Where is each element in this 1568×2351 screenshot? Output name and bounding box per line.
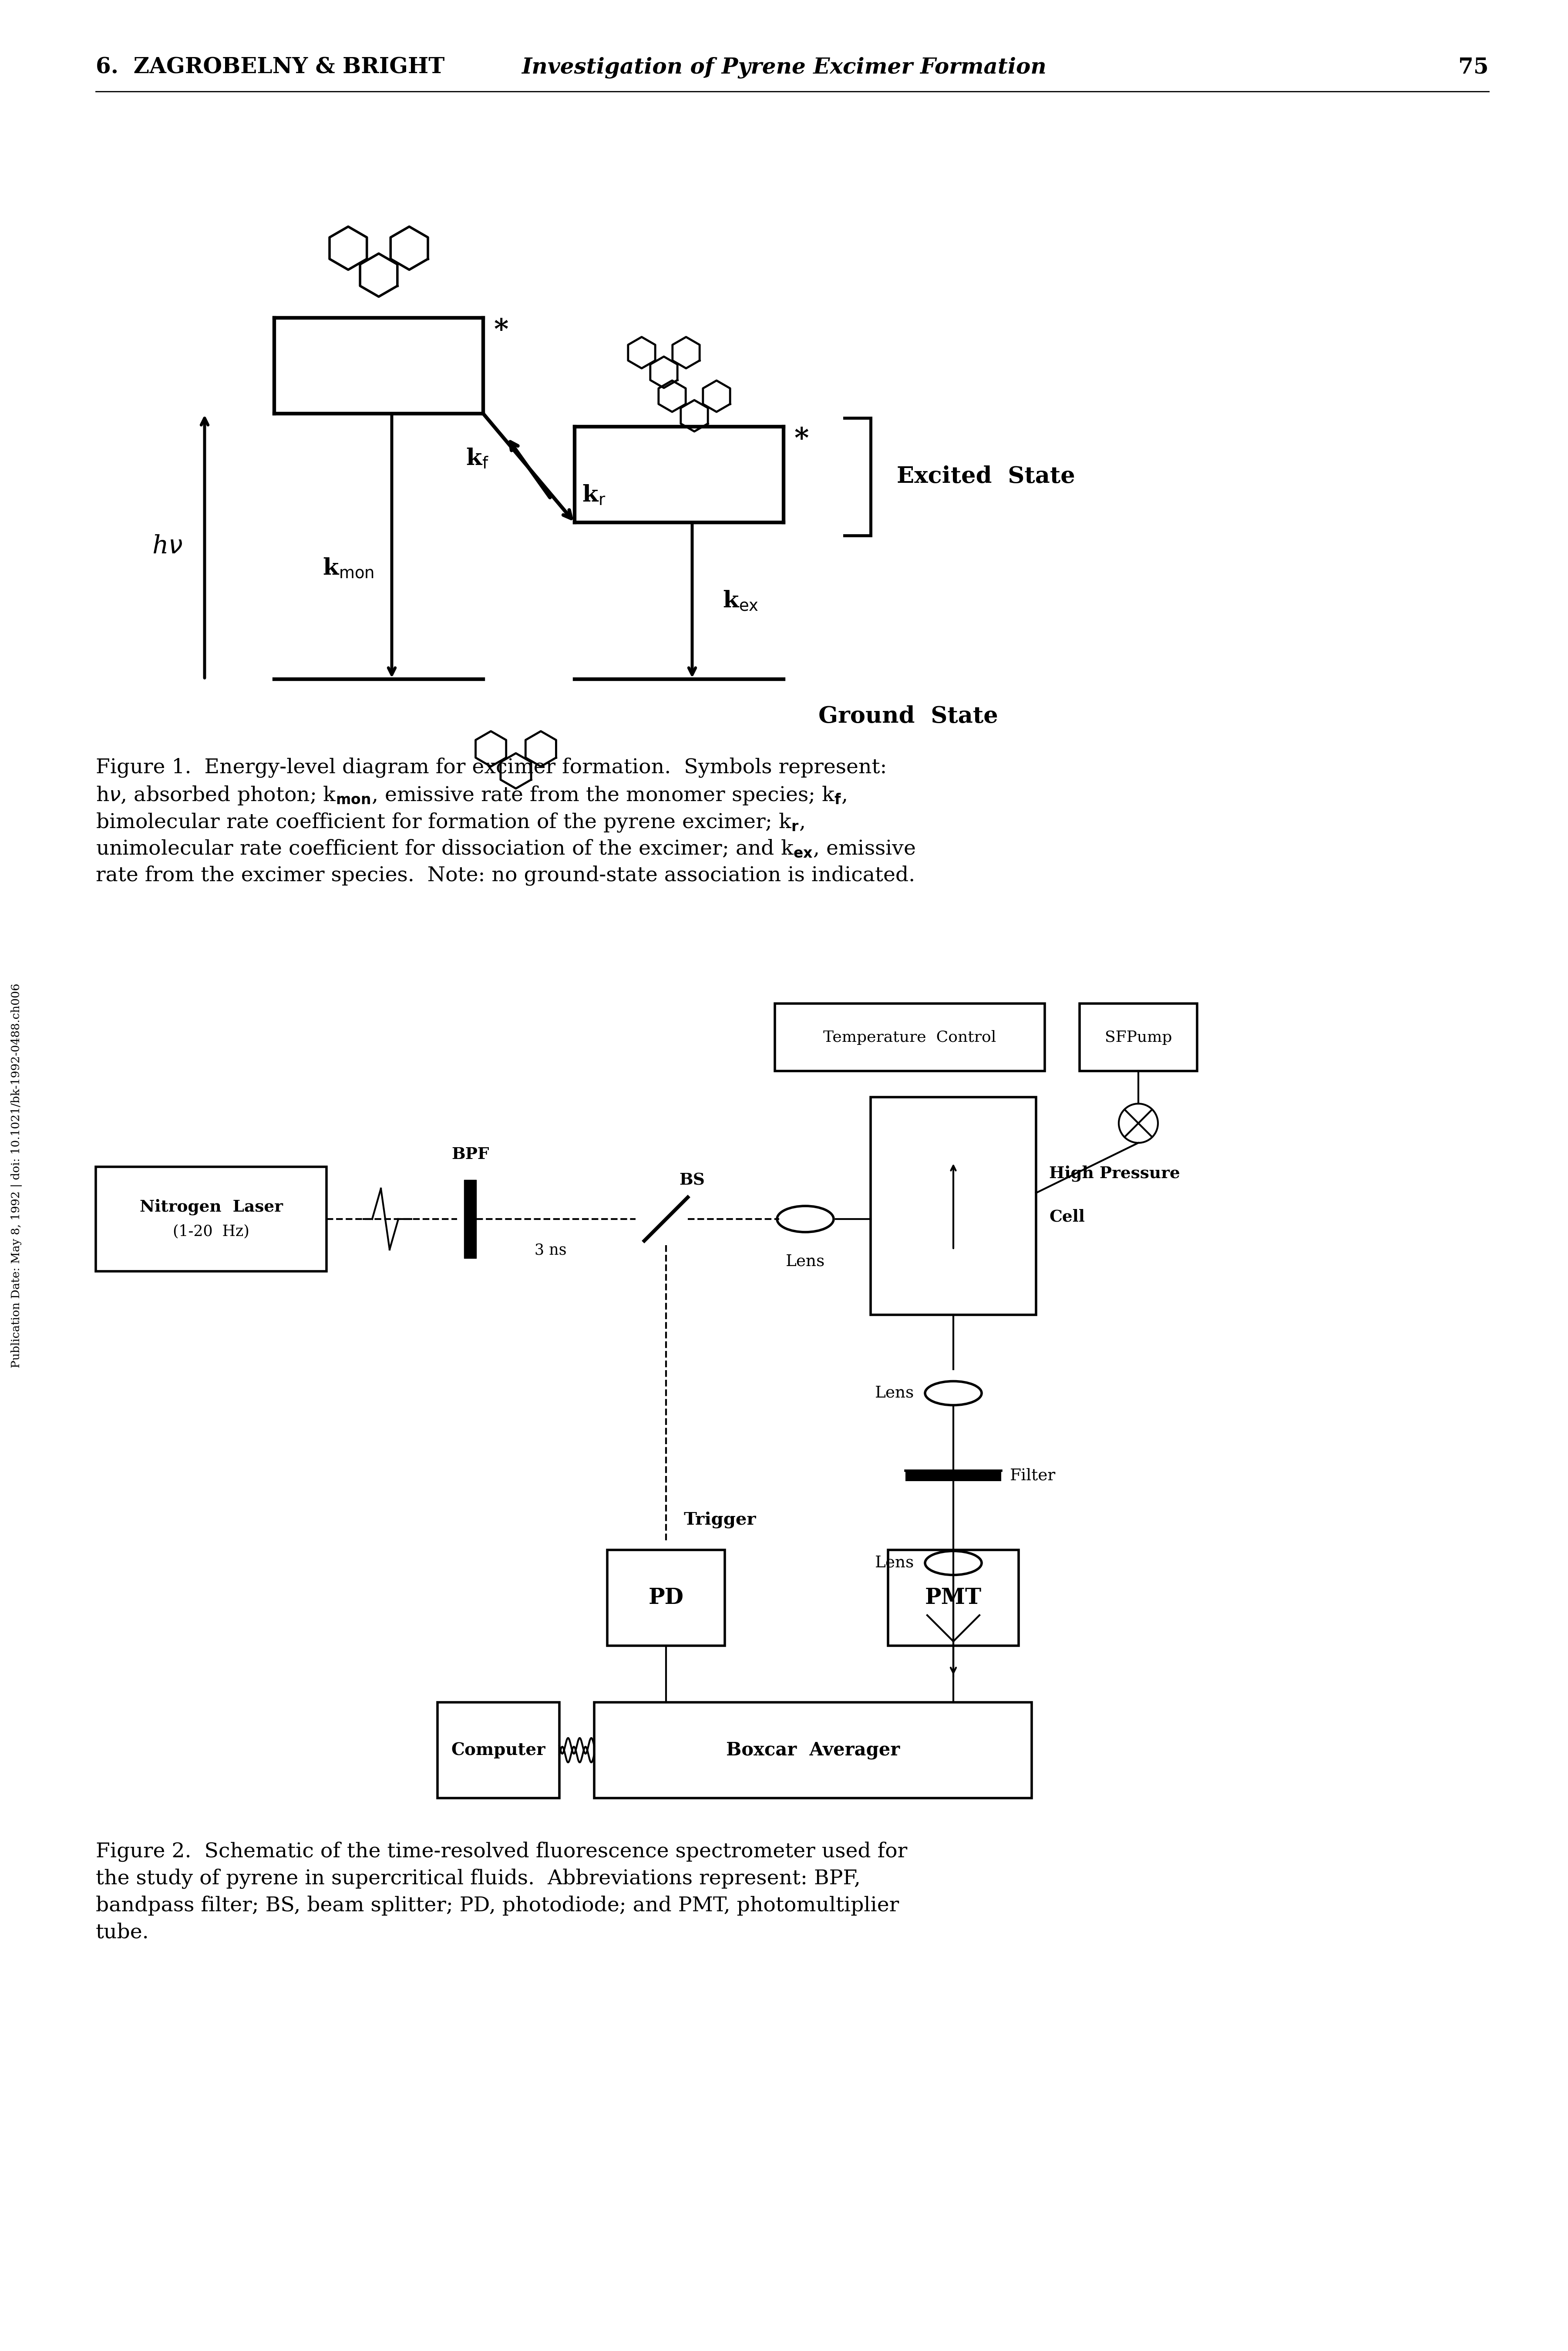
Bar bbox=[437, 1702, 560, 1799]
Text: BS: BS bbox=[679, 1173, 704, 1190]
Text: Investigation of Pyrene Excimer Formation: Investigation of Pyrene Excimer Formatio… bbox=[522, 56, 1046, 78]
Text: Lens: Lens bbox=[875, 1554, 914, 1570]
Text: bandpass filter; BS, beam splitter; PD, photodiode; and PMT, photomultiplier: bandpass filter; BS, beam splitter; PD, … bbox=[96, 1895, 898, 1916]
Bar bbox=[96, 1166, 326, 1272]
Text: k$_{\mathrm{ex}}$: k$_{\mathrm{ex}}$ bbox=[723, 590, 759, 611]
Text: (1-20  Hz): (1-20 Hz) bbox=[172, 1225, 249, 1239]
Bar bbox=[1080, 1004, 1196, 1072]
Text: SFPump: SFPump bbox=[1105, 1030, 1171, 1044]
Text: *: * bbox=[795, 426, 809, 454]
Text: Trigger: Trigger bbox=[684, 1512, 756, 1528]
Text: the study of pyrene in supercritical fluids.  Abbreviations represent: BPF,: the study of pyrene in supercritical flu… bbox=[96, 1869, 861, 1888]
Text: Temperature  Control: Temperature Control bbox=[823, 1030, 996, 1044]
Text: h$\nu$, absorbed photon; k$_{\mathbf{mon}}$, emissive rate from the monomer spec: h$\nu$, absorbed photon; k$_{\mathbf{mon… bbox=[96, 785, 847, 806]
Text: Boxcar  Averager: Boxcar Averager bbox=[726, 1742, 900, 1759]
Text: High Pressure: High Pressure bbox=[1049, 1166, 1181, 1183]
Text: Excited  State: Excited State bbox=[897, 465, 1076, 489]
Text: h$\nu$: h$\nu$ bbox=[152, 534, 183, 560]
Text: Figure 2.  Schematic of the time-resolved fluorescence spectrometer used for: Figure 2. Schematic of the time-resolved… bbox=[96, 1841, 908, 1862]
Text: 6.  ZAGROBELNY & BRIGHT: 6. ZAGROBELNY & BRIGHT bbox=[96, 56, 445, 78]
Text: unimolecular rate coefficient for dissociation of the excimer; and k$_{\mathbf{e: unimolecular rate coefficient for dissoc… bbox=[96, 839, 916, 858]
Text: Publication Date: May 8, 1992 | doi: 10.1021/bk-1992-0488.ch006: Publication Date: May 8, 1992 | doi: 10.… bbox=[11, 983, 22, 1368]
Text: bimolecular rate coefficient for formation of the pyrene excimer; k$_{\mathbf{r}: bimolecular rate coefficient for formati… bbox=[96, 811, 804, 832]
Text: Computer: Computer bbox=[452, 1742, 546, 1759]
Bar bbox=[594, 1702, 1032, 1799]
Bar bbox=[775, 1004, 1044, 1072]
Bar bbox=[464, 1180, 477, 1258]
Text: Ground  State: Ground State bbox=[818, 705, 999, 726]
Text: Filter: Filter bbox=[1010, 1467, 1055, 1483]
Text: Lens: Lens bbox=[786, 1253, 825, 1270]
Text: k$_\mathrm{f}$: k$_\mathrm{f}$ bbox=[466, 447, 489, 470]
Text: BPF: BPF bbox=[452, 1147, 489, 1161]
Text: *: * bbox=[494, 317, 508, 343]
Text: PD: PD bbox=[649, 1587, 684, 1608]
Text: rate from the excimer species.  Note: no ground-state association is indicated.: rate from the excimer species. Note: no … bbox=[96, 865, 916, 886]
Text: k$_{\mathrm{mon}}$: k$_{\mathrm{mon}}$ bbox=[323, 557, 373, 581]
Text: PMT: PMT bbox=[925, 1587, 982, 1608]
Text: Lens: Lens bbox=[875, 1385, 914, 1401]
Text: Figure 1.  Energy-level diagram for excimer formation.  Symbols represent:: Figure 1. Energy-level diagram for excim… bbox=[96, 757, 887, 778]
Text: tube.: tube. bbox=[96, 1923, 149, 1942]
Text: 3 ns: 3 ns bbox=[535, 1244, 566, 1258]
Bar bbox=[607, 1549, 724, 1646]
Bar bbox=[887, 1549, 1019, 1646]
Text: 75: 75 bbox=[1458, 56, 1488, 78]
Bar bbox=[905, 1472, 1002, 1481]
Bar bbox=[870, 1098, 1036, 1314]
Text: Cell: Cell bbox=[1049, 1208, 1085, 1225]
Text: Nitrogen  Laser: Nitrogen Laser bbox=[140, 1199, 282, 1215]
Text: k$_\mathrm{r}$: k$_\mathrm{r}$ bbox=[582, 484, 605, 505]
